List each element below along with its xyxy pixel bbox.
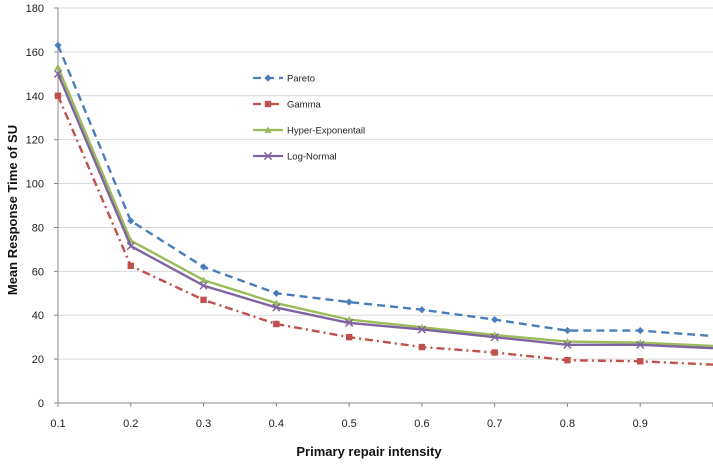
x-axis-title: Primary repair intensity — [296, 444, 442, 459]
series-lines — [53, 41, 713, 366]
legend-label: Pareto — [287, 74, 315, 85]
data-point-pareto — [345, 298, 353, 306]
y-tick-label: 100 — [26, 179, 44, 191]
x-tick-label: 0.8 — [560, 418, 575, 430]
legend-item-hyper-exponentail: Hyper-Exponentail — [253, 126, 365, 137]
data-point-gamma — [127, 262, 134, 270]
y-tick-label: 20 — [32, 354, 44, 366]
y-tick-label: 60 — [32, 266, 44, 278]
data-point-gamma — [345, 333, 353, 341]
data-point-log-normal — [563, 340, 572, 349]
data-point-hyper-exponentail — [272, 299, 280, 307]
legend-item-pareto: Pareto — [253, 74, 315, 85]
data-point-gamma — [418, 343, 426, 351]
legend-label: Hyper-Exponentail — [287, 126, 365, 137]
data-point-pareto — [54, 41, 62, 49]
data-point-log-normal — [126, 241, 135, 251]
y-tick-label: 0 — [38, 398, 44, 410]
y-tick-label: 160 — [26, 47, 44, 59]
x-tick-label: 0.3 — [196, 418, 211, 430]
y-tick-label: 140 — [26, 91, 44, 103]
grid-lines — [58, 7, 713, 360]
legend-marker — [263, 151, 273, 161]
y-tick-label: 120 — [26, 135, 44, 147]
legend-marker — [264, 74, 272, 82]
data-point-log-normal — [272, 303, 281, 312]
legend-label: Gamma — [287, 100, 322, 111]
data-point-log-normal — [490, 333, 499, 342]
series-line-pareto — [56, 44, 713, 338]
series-line-log-normal — [56, 73, 713, 350]
legend-marker — [264, 126, 272, 133]
y-tick-label: 40 — [32, 310, 44, 322]
data-point-pareto — [418, 306, 426, 314]
data-point-gamma — [564, 357, 571, 364]
data-point-log-normal — [417, 325, 427, 334]
x-tick-label: 0.1 — [50, 418, 65, 430]
y-axis-title: Mean Response Time of SU — [5, 125, 20, 295]
data-point-pareto — [272, 289, 280, 297]
x-tick-label: 0.2 — [123, 418, 138, 430]
legend-marker — [264, 100, 272, 108]
data-point-pareto — [127, 217, 135, 225]
data-point-gamma — [491, 349, 498, 356]
data-point-gamma — [54, 92, 62, 99]
series-gamma — [54, 92, 713, 366]
x-tick-label: 0.6 — [414, 418, 429, 430]
legend-item-gamma: Gamma — [253, 100, 322, 111]
data-point-gamma — [637, 358, 644, 365]
x-tick-label: 0.4 — [269, 418, 284, 430]
series-line-gamma — [56, 95, 713, 366]
legend-label: Log-Normal — [287, 152, 337, 163]
data-point-hyper-exponentail — [54, 63, 62, 71]
data-point-log-normal — [53, 69, 63, 78]
data-point-log-normal — [636, 340, 645, 349]
y-tick-label: 180 — [26, 3, 44, 15]
data-point-pareto — [636, 326, 644, 335]
data-point-pareto — [199, 263, 208, 271]
x-tick-label: 0.9 — [633, 418, 648, 430]
legend-item-log-normal: Log-Normal — [253, 152, 337, 163]
data-point-log-normal — [199, 281, 208, 290]
data-point-hyper-exponentail — [199, 276, 208, 283]
legend: Pareto Gamma Hyper-Exponentail Log-Normal — [253, 74, 365, 163]
x-tick-label: 0.7 — [487, 418, 502, 430]
y-tick-label: 80 — [32, 222, 44, 234]
series-log-normal — [53, 69, 713, 350]
x-tick-label: 0.5 — [341, 418, 356, 430]
series-pareto — [54, 41, 713, 338]
data-point-pareto — [491, 316, 499, 324]
data-point-log-normal — [344, 318, 354, 328]
data-point-pareto — [563, 326, 572, 335]
data-point-gamma — [273, 320, 280, 328]
series-hyper-exponentail — [54, 63, 713, 348]
data-point-gamma — [200, 296, 207, 304]
series-line-hyper-exponentail — [56, 66, 713, 348]
